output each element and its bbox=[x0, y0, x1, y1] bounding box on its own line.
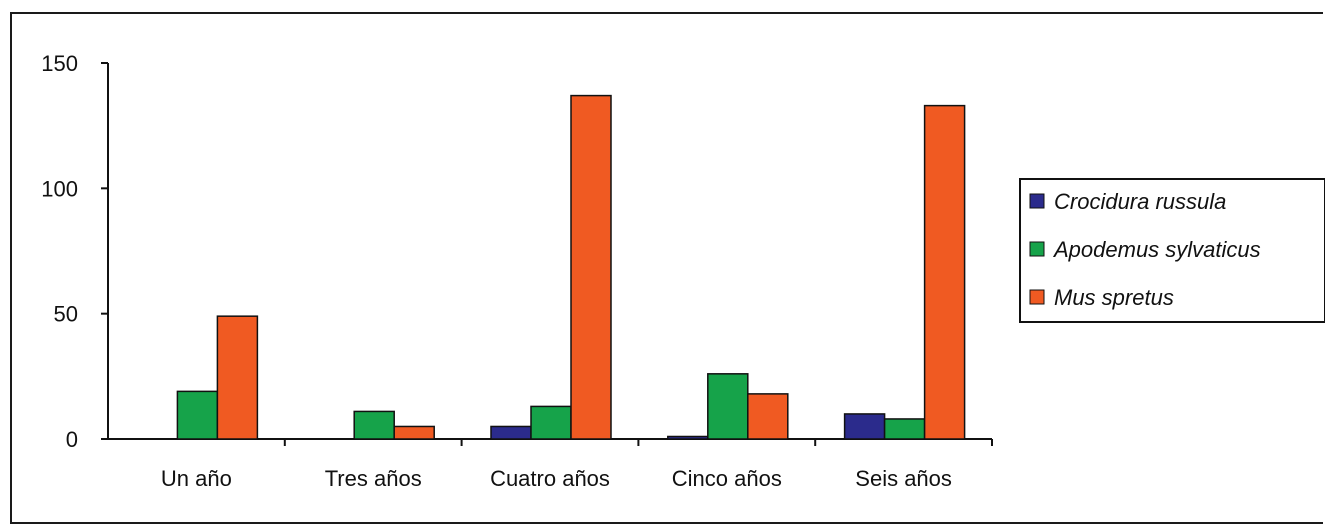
legend-label: Apodemus sylvaticus bbox=[1052, 237, 1261, 262]
bar-mus-spretus-3 bbox=[747, 393, 789, 440]
bars bbox=[176, 94, 966, 440]
bar-mus-spretus-4 bbox=[923, 104, 966, 440]
y-tick-label: 150 bbox=[41, 51, 78, 76]
legend-swatch bbox=[1029, 241, 1045, 257]
y-tick-label: 0 bbox=[66, 427, 78, 452]
legend: Crocidura russula Apodemus sylvaticus Mus … bbox=[1019, 178, 1325, 323]
bar-apodemus-sylvaticus-2 bbox=[530, 405, 572, 440]
legend-label: Mus spretus bbox=[1054, 285, 1174, 310]
bar-apodemus-sylvaticus-1 bbox=[353, 410, 395, 440]
bar-mus-spretus-1 bbox=[393, 425, 435, 440]
legend-label: Crocidura russula bbox=[1054, 189, 1226, 214]
legend-swatch bbox=[1029, 193, 1045, 209]
bar-crocidura-russula-2 bbox=[490, 425, 532, 440]
x-tick-label: Cinco años bbox=[672, 466, 782, 491]
x-tick-label: Tres años bbox=[325, 466, 422, 491]
x-tick-label: Un año bbox=[161, 466, 232, 491]
bar-apodemus-sylvaticus-3 bbox=[707, 373, 749, 440]
x-tick-label: Seis años bbox=[855, 466, 952, 491]
x-tick-label: Cuatro años bbox=[490, 466, 610, 491]
bar-mus-spretus-2 bbox=[570, 94, 612, 440]
bar-crocidura-russula-4 bbox=[843, 413, 886, 440]
bar-crocidura-russula-3 bbox=[667, 435, 709, 440]
bar-mus-spretus-0 bbox=[216, 315, 259, 440]
legend-box bbox=[1019, 178, 1325, 323]
y-tick-label: 100 bbox=[41, 176, 78, 201]
x-tick-labels: Un año Tres años Cuatro años Cinco años Seis… bbox=[161, 466, 952, 491]
y-tick-label: 50 bbox=[54, 302, 78, 327]
y-tick-labels: 0 50 100 150 bbox=[41, 51, 78, 452]
bar-apodemus-sylvaticus-0 bbox=[176, 390, 219, 440]
legend-swatch bbox=[1029, 289, 1045, 305]
bar-apodemus-sylvaticus-4 bbox=[883, 418, 926, 440]
